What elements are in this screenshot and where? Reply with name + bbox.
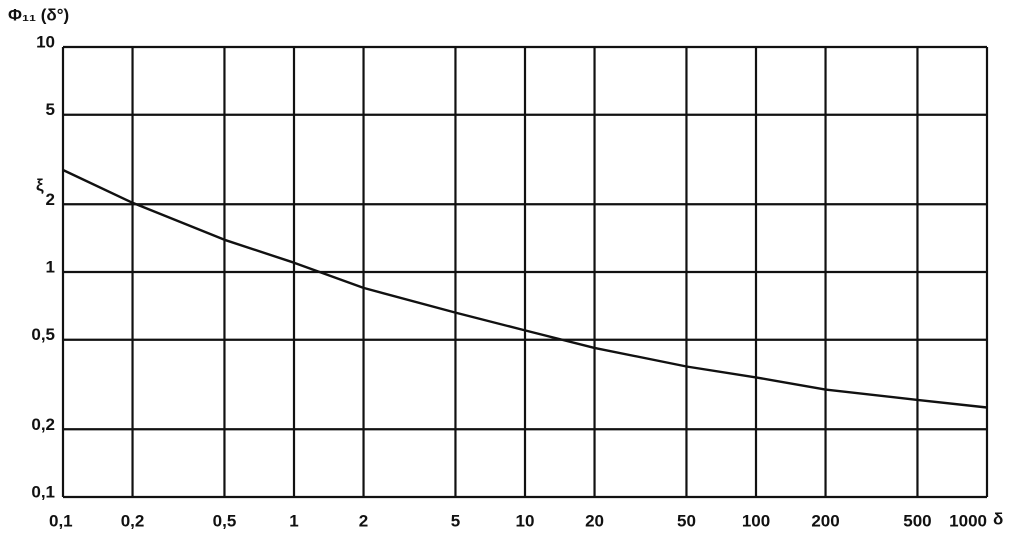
y-tick-label: 10	[36, 32, 55, 51]
curve	[62, 168, 988, 409]
x-tick-label: 1000	[949, 511, 987, 530]
x-tick-label: 1	[289, 511, 298, 530]
x-tick-label: 2	[359, 511, 368, 530]
x-tick-label: 50	[677, 511, 696, 530]
y-axis-label: Φ₁₁ (δ°)	[8, 5, 69, 24]
x-axis-label: δ	[993, 509, 1003, 528]
y-tick-label: 2	[46, 190, 55, 209]
annotation: ξ	[36, 175, 44, 194]
y-tick-label: 5	[46, 100, 55, 119]
y-tick-label: 0,1	[31, 482, 55, 501]
y-tick-label: 0,5	[31, 325, 55, 344]
x-tick-label: 0,5	[213, 511, 237, 530]
x-tick-label: 10	[516, 511, 535, 530]
x-tick-label: 0,2	[121, 511, 145, 530]
x-tick-label: 200	[811, 511, 839, 530]
x-tick-label: 20	[585, 511, 604, 530]
x-tick-label: 0,1	[49, 511, 73, 530]
y-tick-label: 1	[46, 257, 55, 276]
x-tick-label: 100	[742, 511, 770, 530]
x-tick-label: 500	[903, 511, 931, 530]
y-tick-label: 0,2	[31, 415, 55, 434]
x-tick-label: 5	[451, 511, 460, 530]
